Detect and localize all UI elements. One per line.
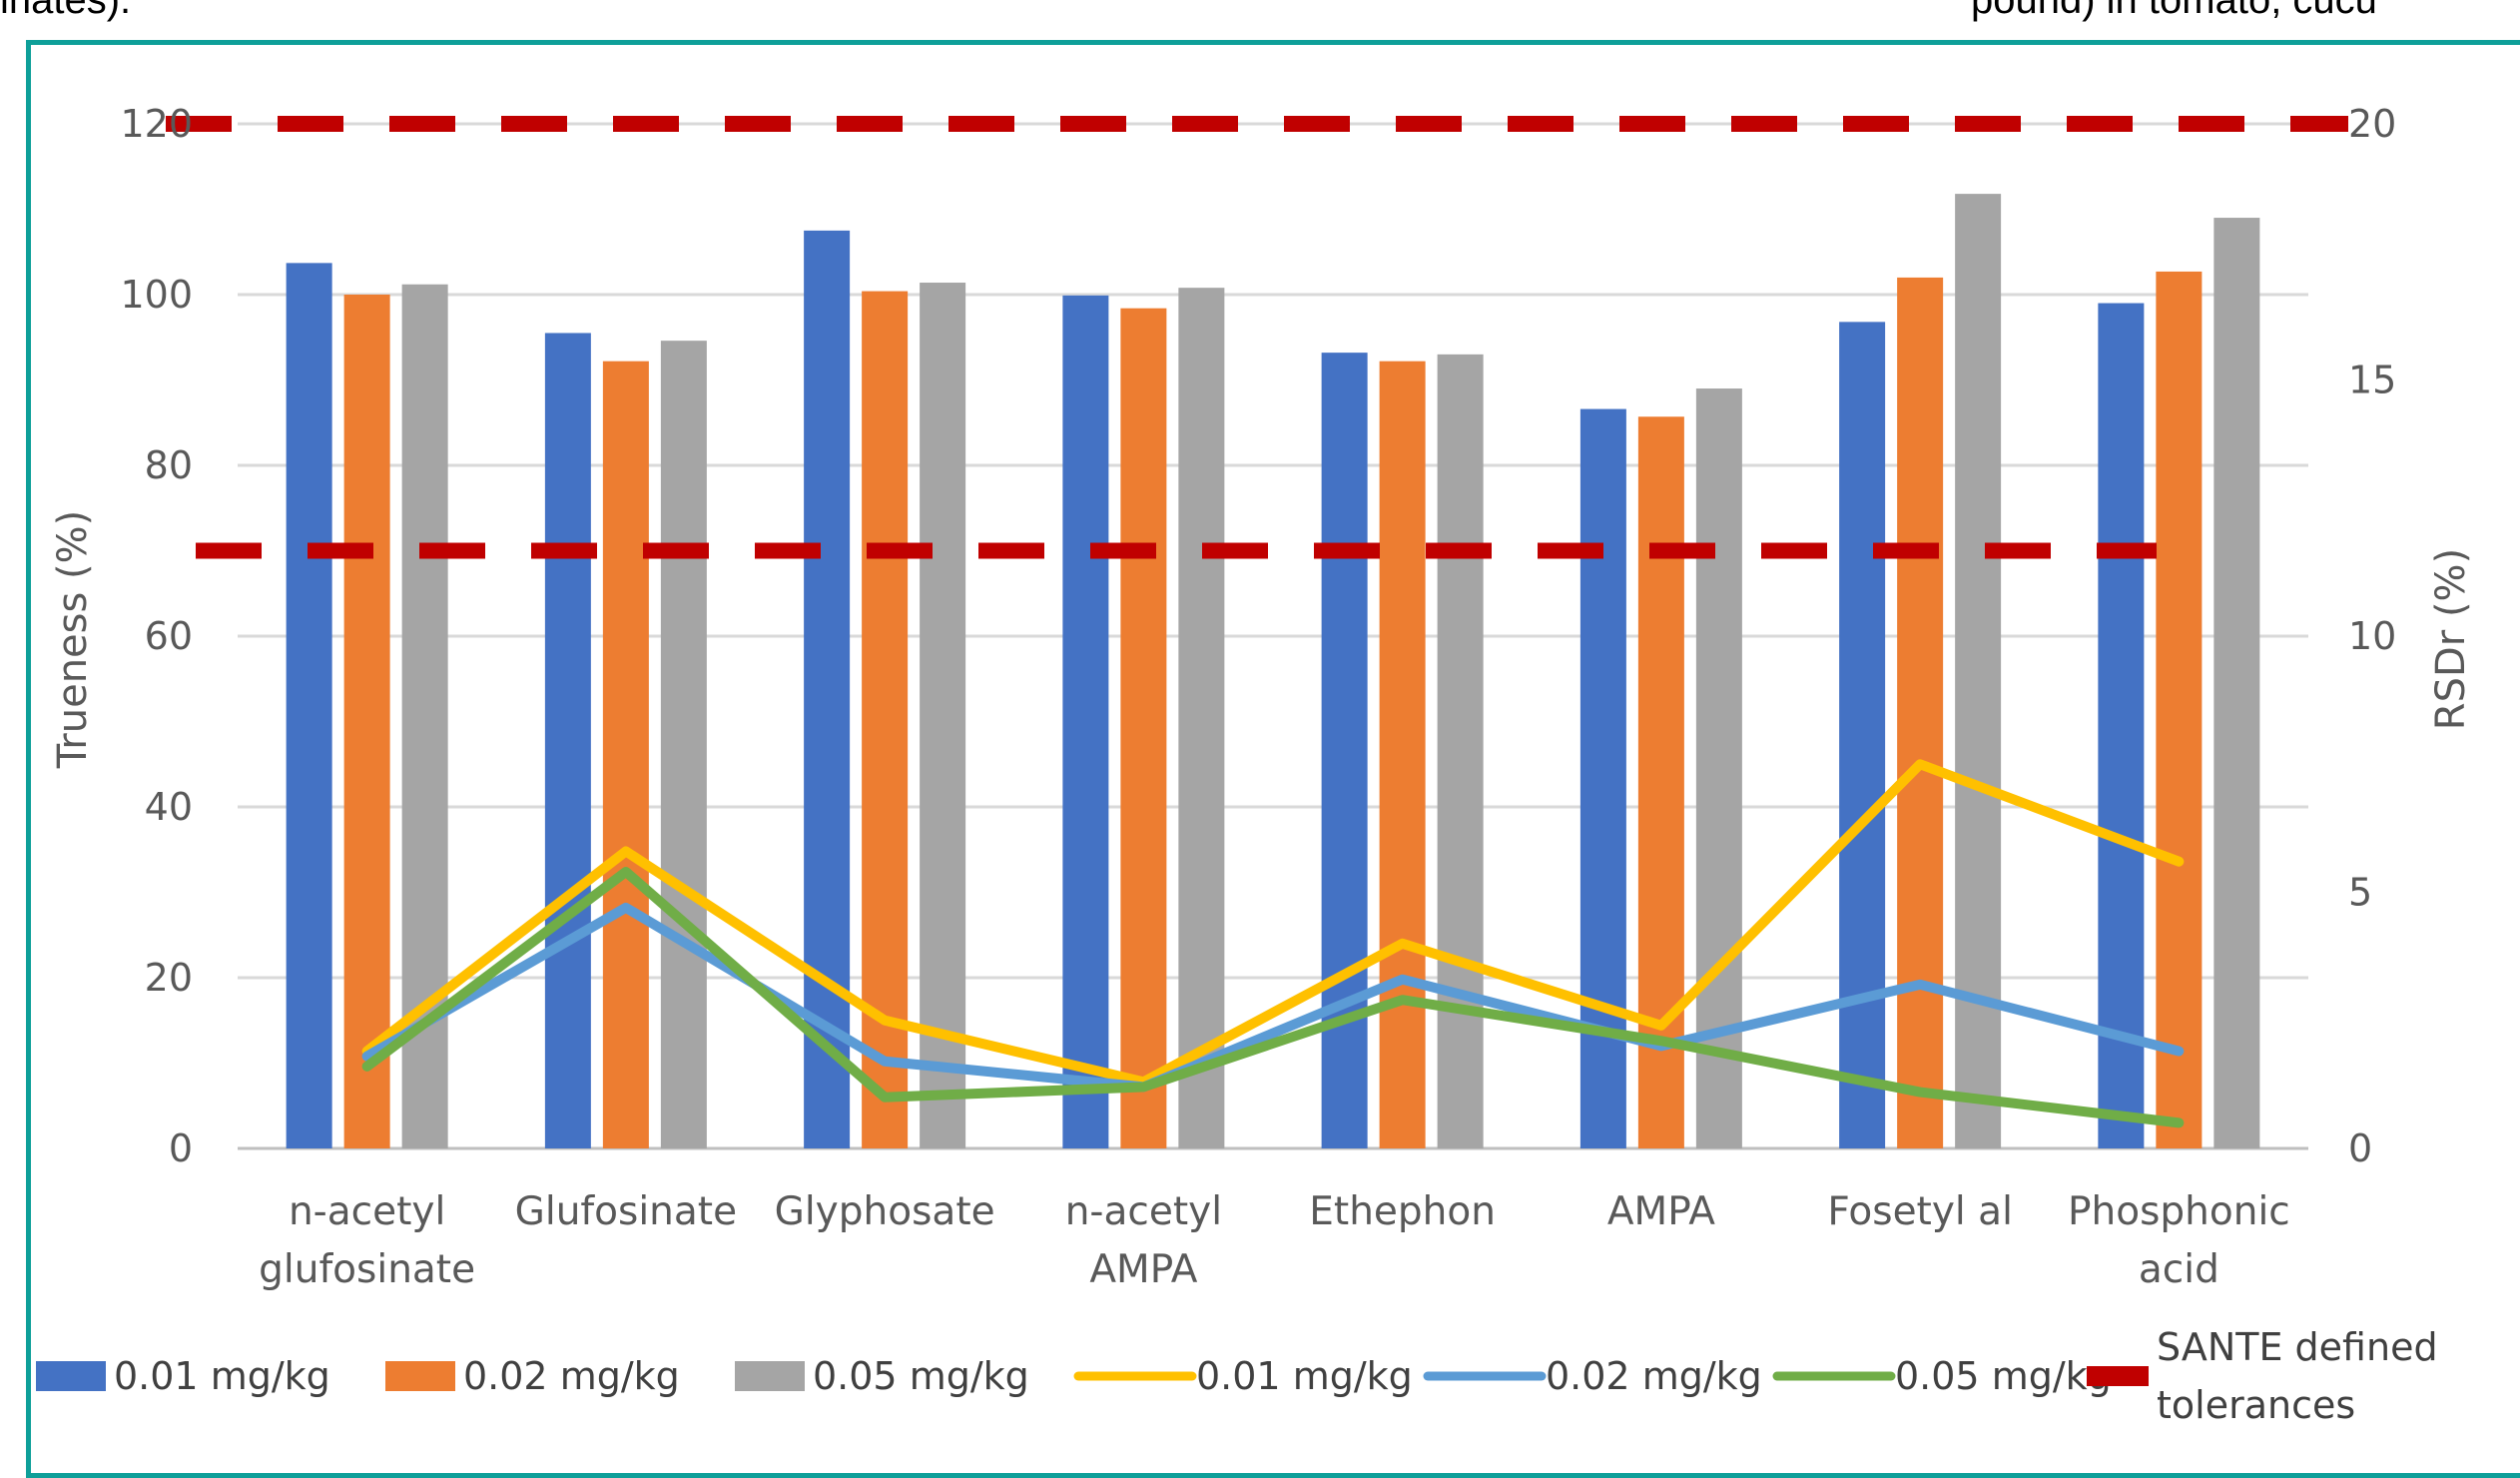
legend-label: 0.02 mg/kg [463,1354,680,1398]
y-tick-label: 20 [145,956,193,1000]
y2-tick-label: 20 [2348,102,2396,146]
y2-tick-label: 15 [2348,359,2396,402]
legend-label-line: SANTE defined [2157,1325,2438,1369]
bar [1120,308,1167,1148]
legend-swatch [385,1361,455,1391]
bar [804,230,851,1148]
clipped-caption-left: inates). [0,0,132,22]
y2-tick-label: 10 [2348,614,2396,658]
y-tick-label: 100 [120,273,193,317]
rsd-line-series [361,759,2185,1088]
legend-label: 0.05 mg/kg [1895,1354,2112,1398]
bar [2098,303,2145,1148]
bar [1178,288,1225,1148]
right-axis-ticks: 0 5 10 15 20 [2348,102,2396,1170]
legend: 0.01 mg/kg 0.02 mg/kg 0.05 mg/kg 0.01 mg/kg… [36,1325,2438,1427]
y2-tick-label: 0 [2348,1126,2372,1170]
category-label-line: n-acetyl [289,1189,445,1234]
category-label: n-acetyl glufosinate [259,1189,475,1292]
y-tick-label: 80 [145,443,193,487]
category-label-line: Glufosinate [515,1189,737,1234]
category-label-line: Phosphonic [2068,1189,2290,1234]
bar [343,295,390,1148]
clipped-caption-right: pound) in tomato, cucu [1971,0,2377,22]
bar [286,263,332,1148]
bar [2213,218,2260,1149]
category-label-line: AMPA [1089,1247,1197,1292]
legend-label: 0.01 mg/kg [114,1354,330,1398]
category-label: Phosphonic acid [2068,1189,2290,1292]
category-label: Ethephon [1309,1189,1496,1234]
legend-label: SANTE defined tolerances [2157,1325,2438,1427]
category-label-line: n-acetyl [1065,1189,1222,1234]
chart: 0 20 40 60 80 100 120 0 5 10 15 20 n-acetyl glufosi… [36,102,2474,1427]
legend-swatch [36,1361,106,1391]
y2-axis-title: RSDr (%) [2428,548,2474,730]
bar [920,283,966,1148]
category-label: AMPA [1607,1189,1715,1234]
legend-swatch [2087,1366,2149,1386]
legend-swatch [735,1361,805,1391]
bar [1379,361,1426,1148]
bar [660,341,707,1148]
category-label: n-acetyl AMPA [1065,1189,1222,1292]
rsd-line-series [361,902,2185,1093]
y2-tick-label: 5 [2348,871,2372,915]
category-label-line: Glyphosate [775,1189,995,1234]
rsd-lines [361,759,2185,1128]
legend-label-line: tolerances [2157,1383,2355,1427]
category-label: Fosetyl al [1827,1189,2013,1234]
category-label-line: acid [2139,1247,2219,1292]
reference-lines [166,116,2348,559]
legend-label: 0.01 mg/kg [1196,1354,1413,1398]
y-tick-label: 0 [169,1126,193,1170]
legend-label: 0.05 mg/kg [813,1354,1029,1398]
y-tick-label: 60 [145,614,193,658]
category-label-line: Ethephon [1309,1189,1496,1234]
category-label: Glufosinate [515,1189,737,1234]
bar [1062,295,1109,1149]
y-tick-label: 40 [145,785,193,829]
category-label-line: glufosinate [259,1247,475,1292]
bar [2156,271,2203,1148]
bar [1437,354,1484,1149]
bar [1839,322,1886,1148]
bar [1955,194,2002,1149]
left-axis-ticks: 0 20 40 60 80 100 120 [120,102,193,1170]
category-label-line: AMPA [1607,1189,1715,1234]
y-tick-label: 120 [120,102,193,146]
rsd-line-series [361,866,2185,1128]
bar [1897,277,1944,1148]
category-label-line: Fosetyl al [1827,1189,2013,1234]
bar [602,361,649,1148]
y-axis-title: Trueness (%) [50,510,96,770]
category-labels: n-acetyl glufosinate Glufosinate Glyphosate… [259,1189,2290,1292]
bar [544,333,591,1149]
bars [286,194,2260,1149]
bar [1695,388,1742,1148]
category-label: Glyphosate [775,1189,995,1234]
legend-label: 0.02 mg/kg [1546,1354,1762,1398]
